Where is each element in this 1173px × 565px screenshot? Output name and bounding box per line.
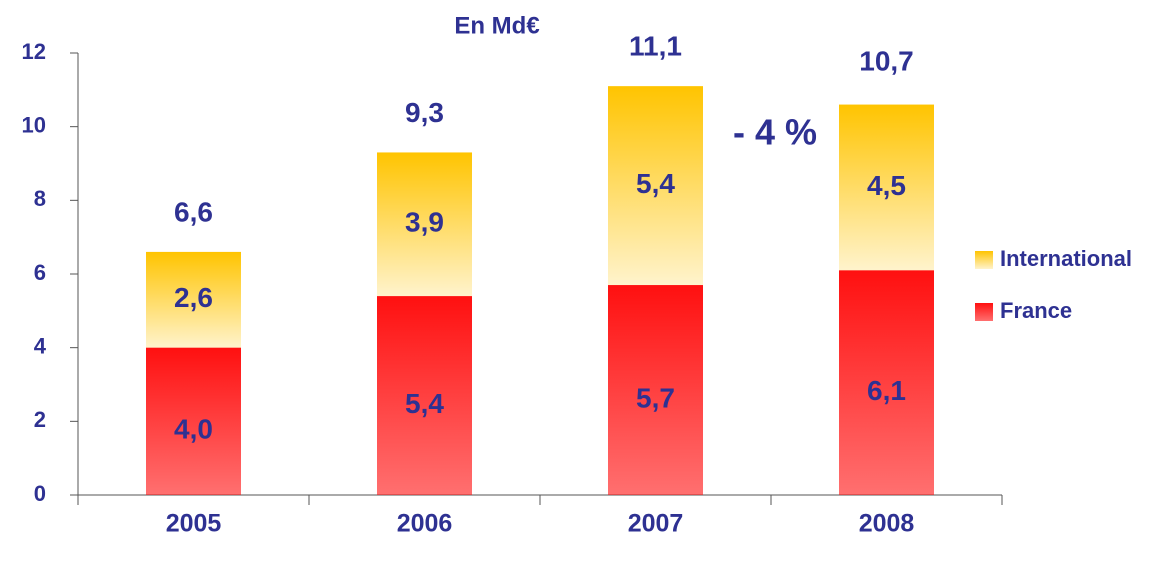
x-tick-label: 2005 xyxy=(166,510,222,538)
bar-segment xyxy=(377,296,472,495)
annotation: - 4 % xyxy=(733,112,817,153)
legend-swatch xyxy=(975,251,993,269)
bar-segment xyxy=(608,285,703,495)
x-tick-label: 2007 xyxy=(628,510,684,538)
bar-segment xyxy=(839,104,934,271)
y-tick-label: 2 xyxy=(34,407,46,432)
total-label: 9,3 xyxy=(405,97,444,128)
y-tick-label: 6 xyxy=(34,260,46,285)
data-label: 5,4 xyxy=(405,388,444,419)
y-tick-label: 4 xyxy=(34,333,47,358)
data-label: 5,4 xyxy=(636,168,675,199)
data-label: 5,7 xyxy=(636,382,675,413)
bar-segment xyxy=(377,152,472,297)
bar-segment xyxy=(146,347,241,495)
x-tick-label: 2006 xyxy=(397,510,453,538)
chart-title: En Md€ xyxy=(454,12,539,39)
y-tick-label: 0 xyxy=(34,481,46,506)
y-tick-label: 8 xyxy=(34,186,46,211)
y-tick-label: 10 xyxy=(22,112,46,137)
data-label: 3,9 xyxy=(405,207,444,238)
legend-label: International xyxy=(1000,246,1132,271)
total-label: 6,6 xyxy=(174,196,213,227)
data-label: 4,0 xyxy=(174,414,213,445)
data-label: 4,5 xyxy=(867,170,906,201)
legend-label: France xyxy=(1000,298,1072,323)
legend-swatch xyxy=(975,303,993,321)
total-label: 10,7 xyxy=(859,45,914,76)
y-tick-label: 12 xyxy=(22,39,46,64)
data-label: 6,1 xyxy=(867,375,906,406)
bar-segment xyxy=(146,251,241,348)
bar-segment xyxy=(839,270,934,495)
total-label: 11,1 xyxy=(629,31,682,62)
x-tick-label: 2008 xyxy=(859,510,915,538)
bar-segment xyxy=(608,86,703,286)
data-label: 2,6 xyxy=(174,282,213,313)
